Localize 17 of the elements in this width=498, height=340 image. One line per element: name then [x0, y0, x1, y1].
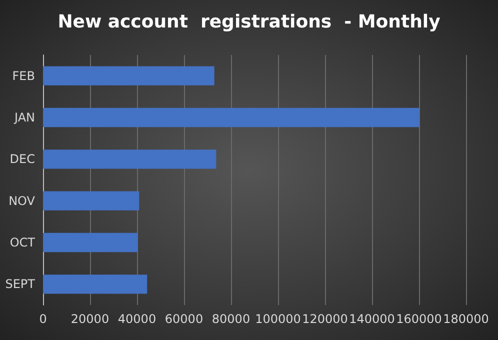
y-tick-label: OCT	[10, 236, 36, 250]
y-tick-label: SEPT	[5, 277, 36, 292]
y-tick-label: JAN	[13, 110, 35, 124]
y-tick-label: DEC	[10, 152, 35, 166]
x-tick-label: 180000	[443, 312, 489, 326]
y-tick-label: FEB	[12, 68, 35, 83]
chart-title: New account registrations - Monthly	[58, 12, 441, 32]
x-tick-label: 20000	[70, 312, 110, 326]
x-tick-label: 140000	[349, 312, 395, 326]
x-tick-label: 40000	[118, 312, 156, 326]
x-tick-label: 80000	[212, 312, 250, 326]
y-tick-label: NOV	[8, 194, 36, 208]
x-tick-label: 0	[39, 312, 47, 326]
x-tick-label: 120000	[302, 312, 348, 326]
x-tick-label: 60000	[164, 312, 204, 326]
x-tick-label: 100000	[255, 312, 301, 326]
x-tick-label: 160000	[396, 312, 442, 326]
